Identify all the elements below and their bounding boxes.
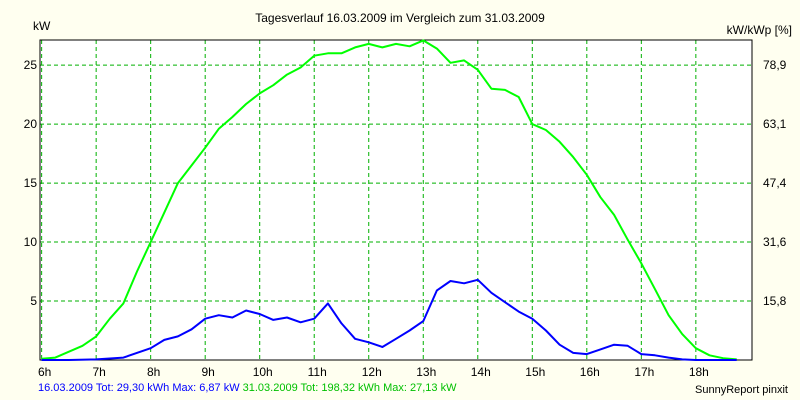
plot-frame [39, 39, 753, 361]
y2-tick-label: 47,4 [763, 176, 787, 190]
y2-tick-label: 63,1 [763, 117, 787, 131]
series-line-16-03 [41, 278, 737, 361]
y-tick-label: 5 [30, 294, 37, 308]
x-tick-label: 9h [202, 365, 215, 379]
y-tick-label: 10 [24, 235, 38, 249]
footer-legend: 16.03.2009 Tot: 29,30 kWh Max: 6,87 kW 3… [38, 382, 456, 394]
series-line-31-03 [41, 39, 737, 361]
legend-day2: 31.03.2009 Tot: 198,32 kWh Max: 27,13 kW [242, 382, 457, 394]
y-axis-label-right: kW/kWp [%] [726, 23, 792, 37]
x-tick-label: 8h [147, 365, 160, 379]
y-tick-label: 15 [24, 176, 38, 190]
x-tick-label: 16h [580, 365, 600, 379]
x-tick-label: 11h [308, 365, 327, 379]
x-tick-label: 18h [689, 365, 709, 379]
y2-tick-label: 78,9 [763, 58, 787, 72]
x-tick-label: 15h [525, 365, 545, 379]
y-tick-label: 25 [24, 58, 38, 72]
x-tick-label: 17h [634, 365, 654, 379]
legend-day1: 16.03.2009 Tot: 29,30 kWh Max: 6,87 kW [38, 382, 240, 394]
x-tick-label: 12h [362, 365, 382, 379]
chart-title: Tagesverlauf 16.03.2009 im Vergleich zum… [255, 11, 545, 25]
y-tick-label: 20 [24, 117, 38, 131]
credit-text: SunnyReport pinxit [695, 384, 788, 396]
y2-tick-label: 15,8 [763, 294, 787, 308]
y-axis-label-left: kW [33, 19, 51, 33]
x-tick-label: 13h [416, 365, 436, 379]
x-tick-label: 7h [92, 365, 105, 379]
x-tick-label: 10h [253, 365, 273, 379]
plot-background [40, 40, 752, 360]
x-tick-label: 14h [471, 365, 491, 379]
x-tick-label: 6h [38, 365, 51, 379]
y2-tick-label: 31,6 [763, 235, 787, 249]
